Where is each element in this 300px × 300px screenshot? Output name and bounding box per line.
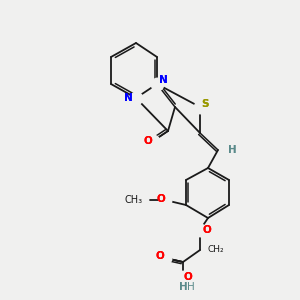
Text: CH₃: CH₃ xyxy=(125,195,143,205)
Text: H: H xyxy=(187,282,195,292)
Text: O: O xyxy=(156,251,164,261)
Text: O: O xyxy=(184,272,192,282)
Text: O: O xyxy=(202,225,211,235)
Text: N: N xyxy=(124,93,132,103)
Text: N: N xyxy=(124,93,132,103)
Text: O: O xyxy=(184,272,192,282)
Text: CH₂: CH₂ xyxy=(208,245,225,254)
Text: O: O xyxy=(202,225,211,235)
Text: O: O xyxy=(156,251,164,261)
Text: O: O xyxy=(144,136,152,146)
Text: O: O xyxy=(157,194,165,204)
Text: H: H xyxy=(228,145,236,155)
Text: H: H xyxy=(228,145,236,155)
Text: S: S xyxy=(201,99,209,109)
Text: N: N xyxy=(159,75,167,85)
Text: O: O xyxy=(144,136,152,146)
Text: S: S xyxy=(201,99,209,109)
Text: N: N xyxy=(159,75,167,85)
Text: O: O xyxy=(157,194,165,204)
Text: H: H xyxy=(178,282,188,292)
